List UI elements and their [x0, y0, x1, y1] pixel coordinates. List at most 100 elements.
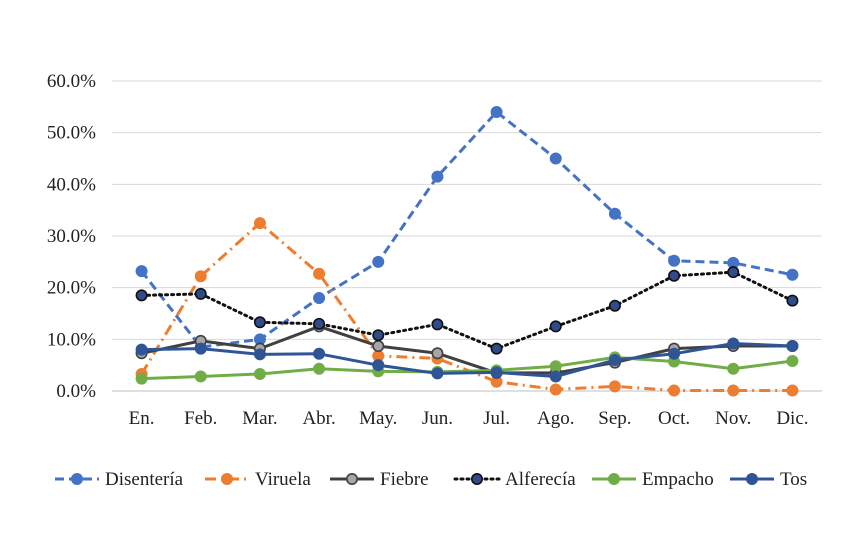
data-point — [668, 254, 681, 267]
x-axis-ticks: En. Feb. Mar. Abr. May. Jun. Jul. Ago. Sep. Oct. N… — [129, 408, 809, 429]
data-point — [608, 380, 621, 393]
series-line — [140, 110, 793, 349]
legend-item: Tos — [730, 469, 807, 490]
y-tick-label: 50.0% — [47, 123, 96, 144]
data-point — [668, 384, 681, 397]
legend-label: Empacho — [642, 469, 714, 490]
x-tick-label: Feb. — [184, 408, 217, 429]
y-tick-label: 30.0% — [47, 226, 96, 247]
x-tick-label: May. — [359, 408, 397, 429]
x-tick-label: Nov. — [715, 408, 751, 429]
x-tick-label: Ago. — [537, 408, 574, 429]
data-point — [727, 384, 740, 397]
legend-marker — [221, 472, 234, 485]
y-tick-label: 0.0% — [56, 381, 96, 402]
x-tick-label: Abr. — [302, 408, 335, 429]
data-point — [549, 370, 562, 383]
series-line — [141, 355, 793, 381]
data-point — [313, 317, 326, 330]
data-point — [194, 287, 207, 300]
legend-label: Alferecía — [505, 469, 576, 490]
data-point — [431, 367, 444, 380]
legend: Disentería Viruela Fiebre Alferecía Empacho T… — [55, 469, 807, 490]
legend-marker — [607, 472, 620, 485]
series-5 — [135, 337, 799, 383]
data-point — [135, 372, 148, 385]
legend-label: Disentería — [105, 469, 184, 490]
series-line — [141, 341, 793, 379]
data-point — [786, 294, 799, 307]
series-0 — [135, 106, 799, 354]
x-tick-label: Mar. — [242, 408, 277, 429]
series-4 — [135, 351, 799, 385]
data-point — [194, 370, 207, 383]
x-tick-label: Jul. — [483, 408, 510, 429]
legend-item: Fiebre — [330, 469, 429, 490]
data-point — [549, 152, 562, 165]
data-point — [253, 348, 266, 361]
data-point — [313, 267, 326, 280]
data-point — [431, 170, 444, 183]
data-point — [253, 217, 266, 230]
data-point — [786, 340, 799, 353]
data-point — [727, 337, 740, 350]
data-point — [313, 291, 326, 304]
y-tick-label: 10.0% — [47, 329, 96, 350]
data-point — [313, 347, 326, 360]
x-tick-label: Oct. — [658, 408, 690, 429]
legend-label: Tos — [780, 469, 807, 490]
legend-item: Disentería — [55, 469, 184, 490]
data-point — [786, 384, 799, 397]
series-line — [141, 324, 793, 375]
x-tick-label: En. — [129, 408, 155, 429]
legend-item: Empacho — [592, 469, 714, 490]
data-point — [313, 362, 326, 375]
data-point — [135, 343, 148, 356]
series-line — [140, 270, 794, 351]
y-axis-ticks: 0.0% 10.0% 20.0% 30.0% 40.0% 50.0% 60.0% — [47, 71, 96, 402]
data-point — [372, 340, 385, 353]
data-point — [549, 320, 562, 333]
data-point — [786, 355, 799, 368]
legend-marker — [71, 472, 84, 485]
legend-marker — [470, 472, 483, 485]
data-point — [608, 299, 621, 312]
data-point — [727, 362, 740, 375]
data-point — [608, 353, 621, 366]
data-point — [668, 347, 681, 360]
data-point — [135, 265, 148, 278]
data-point — [490, 366, 503, 379]
data-point — [727, 266, 740, 279]
legend-marker — [345, 472, 358, 485]
legend-marker — [745, 472, 758, 485]
data-point — [490, 342, 503, 355]
x-tick-label: Jun. — [422, 408, 453, 429]
series-lines — [135, 106, 799, 397]
data-point — [549, 383, 562, 396]
data-point — [608, 207, 621, 220]
data-point — [253, 316, 266, 329]
data-point — [549, 360, 562, 373]
gridlines — [112, 80, 822, 392]
data-point — [135, 289, 148, 302]
data-point — [490, 106, 503, 119]
y-tick-label: 60.0% — [47, 71, 96, 92]
data-point — [372, 329, 385, 342]
series-3 — [135, 266, 799, 355]
legend-label: Viruela — [255, 469, 311, 490]
data-point — [668, 269, 681, 282]
x-tick-label: Sep. — [598, 408, 631, 429]
data-point — [431, 318, 444, 331]
data-point — [431, 347, 444, 360]
data-point — [194, 342, 207, 355]
data-point — [372, 255, 385, 268]
data-point — [372, 359, 385, 372]
legend-label: Fiebre — [380, 469, 429, 490]
data-point — [786, 268, 799, 281]
legend-item: Alferecía — [453, 469, 576, 490]
legend-item: Viruela — [205, 469, 311, 490]
data-point — [194, 270, 207, 283]
y-tick-label: 20.0% — [47, 278, 96, 299]
